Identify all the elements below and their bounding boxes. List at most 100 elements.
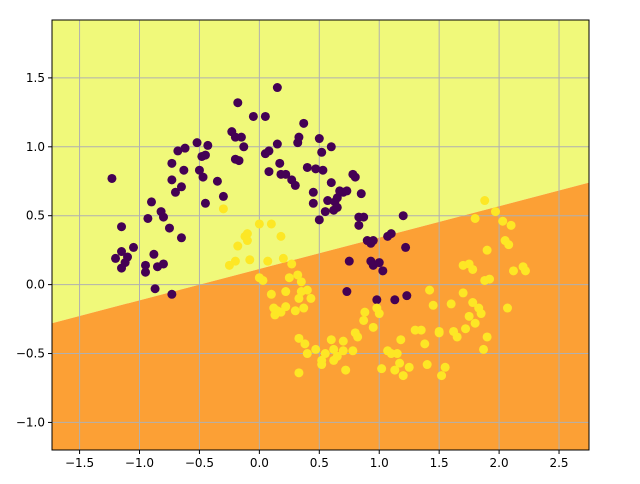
point-series1-51	[360, 307, 370, 317]
x-axis-ticks: −1.5 −1.0 −0.5 0.0 0.5 1.0 1.5 2.0 2.5	[65, 450, 569, 470]
point-series0-83	[354, 220, 364, 230]
plot-frame	[51, 19, 590, 451]
point-series1-30	[302, 285, 312, 295]
x-tick-label-2: −0.5	[185, 456, 214, 470]
y-tick-label-5: 1.5	[26, 71, 45, 85]
point-series0-36	[218, 191, 228, 201]
point-series1-59	[392, 349, 402, 359]
point-series0-41	[234, 156, 244, 166]
point-series1-8	[254, 219, 264, 229]
point-series0-34	[200, 198, 210, 208]
point-series1-22	[284, 273, 294, 283]
point-series0-6	[117, 263, 127, 273]
point-series1-47	[348, 346, 358, 356]
point-series1-76	[452, 332, 462, 342]
y-axis-ticks: −1.0 −0.5 0.0 0.5 1.0 1.5	[16, 71, 52, 429]
point-series1-0	[218, 204, 228, 214]
point-series1-81	[470, 318, 480, 328]
point-series0-10	[143, 213, 153, 223]
point-series0-31	[198, 172, 208, 182]
point-series0-94	[378, 266, 388, 276]
point-series1-92	[482, 245, 492, 255]
point-series1-24	[290, 306, 300, 316]
y-tick-label-0: −1.0	[16, 415, 45, 429]
point-series1-60	[395, 358, 405, 368]
point-series0-11	[146, 197, 156, 207]
point-series1-55	[377, 364, 387, 374]
point-series1-13	[266, 289, 276, 299]
point-series0-2	[111, 253, 121, 263]
point-series0-23	[179, 165, 189, 175]
point-series1-80	[468, 298, 478, 308]
point-series0-63	[314, 134, 324, 144]
point-series1-52	[368, 322, 378, 332]
point-series1-49	[353, 332, 363, 342]
point-series1-40	[326, 335, 336, 345]
point-series1-12	[266, 219, 276, 229]
grid-lines	[52, 20, 589, 450]
point-series1-26	[294, 293, 304, 303]
point-series1-94	[491, 207, 501, 217]
point-series0-12	[149, 249, 159, 259]
point-series1-89	[468, 264, 478, 274]
point-series1-73	[440, 362, 450, 372]
point-series1-44	[338, 336, 348, 346]
point-series1-5	[242, 229, 252, 239]
x-tick-label-7: 2.0	[490, 456, 509, 470]
point-series0-90	[401, 242, 411, 252]
point-series0-93	[374, 258, 384, 268]
data-points	[107, 83, 530, 381]
x-tick-label-1: −1.0	[125, 456, 154, 470]
point-series0-60	[308, 198, 318, 208]
point-series1-19	[278, 253, 288, 263]
point-series0-61	[308, 187, 318, 197]
point-series0-62	[311, 164, 321, 174]
point-series1-61	[396, 335, 406, 345]
point-series1-68	[425, 285, 435, 295]
point-series0-27	[150, 284, 160, 294]
point-series0-66	[318, 165, 328, 175]
point-series1-46	[341, 365, 351, 375]
point-series0-32	[200, 150, 210, 160]
point-series0-19	[167, 175, 177, 185]
point-series0-9	[140, 267, 150, 277]
point-series1-54	[374, 309, 384, 319]
point-series0-29	[194, 165, 204, 175]
point-series1-85	[482, 332, 492, 342]
point-series0-51	[275, 158, 285, 168]
point-series0-43	[239, 142, 249, 152]
point-series0-17	[164, 223, 174, 233]
point-series1-62	[398, 371, 408, 381]
point-series0-33	[203, 140, 213, 150]
point-series1-39	[320, 349, 330, 359]
point-series0-88	[386, 229, 396, 239]
point-series1-98	[504, 240, 514, 250]
point-series1-84	[479, 344, 489, 354]
point-series0-69	[326, 178, 336, 188]
point-series1-102	[520, 266, 530, 276]
point-series0-44	[248, 111, 258, 121]
point-series0-42	[236, 132, 246, 142]
point-series0-21	[173, 146, 183, 156]
point-series0-89	[398, 211, 408, 221]
point-series0-25	[176, 233, 186, 243]
point-series1-78	[461, 324, 471, 334]
point-series0-1	[117, 222, 127, 232]
point-series0-15	[158, 259, 168, 269]
point-series1-100	[508, 266, 518, 276]
x-tick-label-8: 2.5	[549, 456, 568, 470]
point-series1-32	[294, 333, 304, 343]
point-series0-3	[117, 247, 127, 257]
point-series0-82	[359, 212, 369, 222]
x-tick-label-4: 0.5	[310, 456, 329, 470]
point-series1-66	[420, 339, 430, 349]
decision-region-lower	[52, 182, 589, 450]
y-tick-label-2: 0.0	[26, 278, 45, 292]
point-series0-73	[332, 202, 342, 212]
point-series1-67	[422, 360, 432, 370]
point-series0-64	[314, 215, 324, 225]
plot-area	[52, 20, 589, 450]
point-series0-53	[281, 169, 291, 179]
point-series1-45	[338, 346, 348, 356]
